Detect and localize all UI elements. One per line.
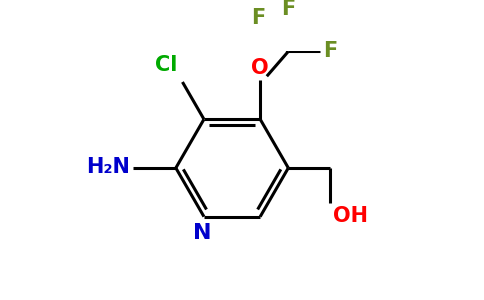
- Text: F: F: [281, 0, 295, 19]
- Text: H₂N: H₂N: [86, 157, 130, 177]
- Text: F: F: [251, 8, 265, 28]
- Text: N: N: [193, 223, 212, 243]
- Text: F: F: [323, 41, 337, 62]
- Text: O: O: [251, 58, 269, 78]
- Text: OH: OH: [333, 206, 368, 226]
- Text: Cl: Cl: [155, 56, 178, 75]
